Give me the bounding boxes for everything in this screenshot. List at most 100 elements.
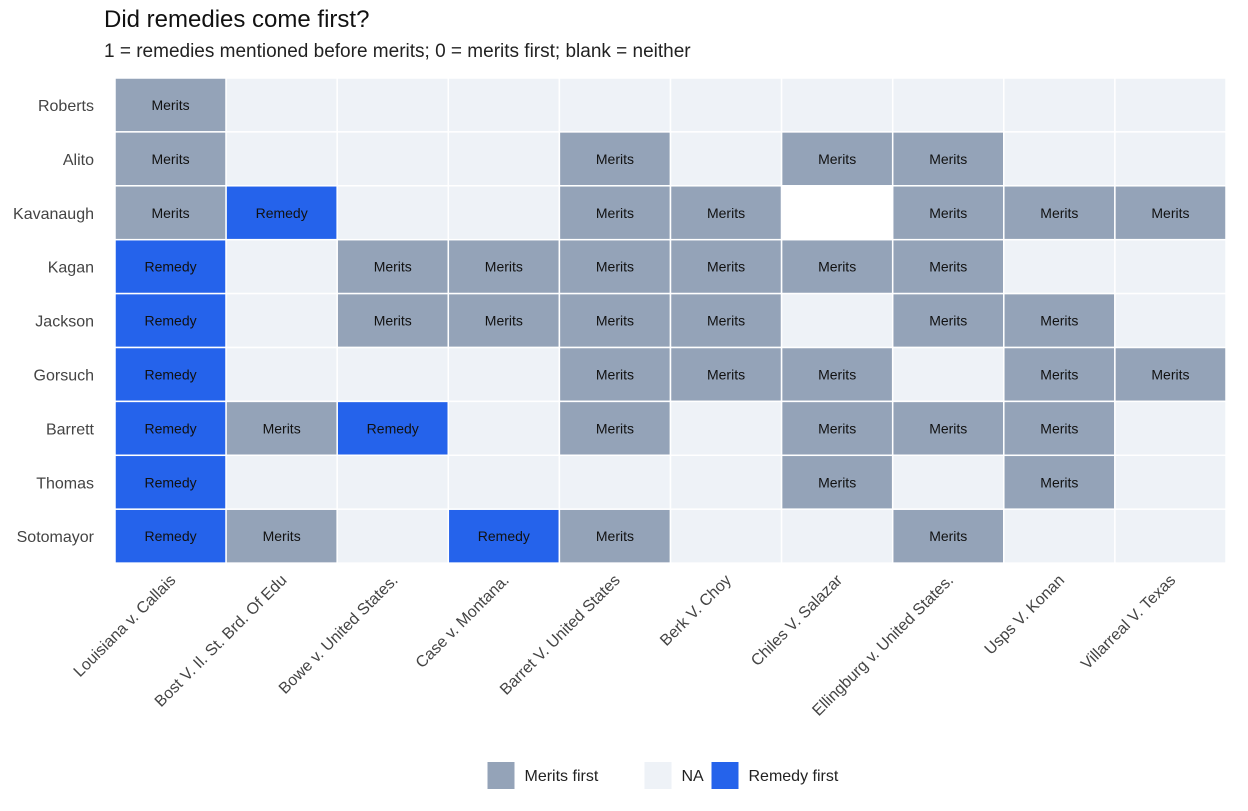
cell-label: Merits [1040, 205, 1078, 221]
cell-label: Merits [151, 97, 189, 113]
heatmap-cell [336, 454, 450, 510]
heatmap-cell [558, 292, 672, 349]
heatmap-cell [780, 400, 894, 457]
cell-label: Merits [151, 205, 189, 221]
heatmap-cell [1114, 292, 1227, 349]
cell-label: Merits [1040, 420, 1078, 436]
x-tick-label: Berk V. Choy [657, 572, 735, 650]
y-tick-label: Roberts [38, 98, 94, 115]
cell-label: Merits [929, 205, 967, 221]
heatmap-cell [558, 185, 672, 241]
y-tick-label: Sotomayor [17, 529, 95, 546]
heatmap-cell [891, 238, 1005, 295]
y-tick-label: Gorsuch [34, 367, 94, 384]
cell-label: Remedy [367, 420, 419, 436]
cell-label: Merits [929, 420, 967, 436]
heatmap-cell [558, 454, 672, 510]
heatmap-cell [780, 292, 894, 349]
cell-label: Remedy [256, 205, 308, 221]
heatmap-cell [558, 77, 672, 133]
heatmap-cell [336, 346, 450, 403]
cell-label: Merits [818, 259, 856, 275]
heatmap-cell [447, 508, 561, 564]
cell-label: Merits [1040, 313, 1078, 329]
cell-label: Merits [929, 313, 967, 329]
heatmap-cell [336, 77, 450, 133]
heatmap-cell [336, 185, 450, 241]
cell-label: Merits [485, 259, 523, 275]
cell-label: Merits [374, 259, 412, 275]
heatmap-cell [336, 131, 450, 187]
cell-label: Merits [596, 259, 634, 275]
cell-label: Merits [374, 313, 412, 329]
heatmap-cell [669, 400, 783, 457]
cell-label: Merits [707, 313, 745, 329]
heatmap-cell [1003, 77, 1116, 133]
cell-label: Remedy [478, 528, 530, 544]
chart-subtitle: 1 = remedies mentioned before merits; 0 … [104, 41, 691, 62]
heatmap-cell [1003, 238, 1116, 295]
heatmap-cell [447, 292, 561, 349]
heatmap-cell [669, 454, 783, 510]
legend-swatch [711, 762, 739, 789]
heatmap-cell [780, 508, 894, 564]
cell-label: Merits [929, 259, 967, 275]
heatmap-cell [1114, 77, 1227, 133]
x-tick-label: Bost V. Il. St. Brd. Of Edu [152, 572, 291, 711]
cell-label: Merits [263, 528, 301, 544]
heatmap-cell [225, 508, 338, 564]
heatmap-cell [669, 238, 783, 295]
heatmap-cell [114, 400, 227, 457]
heatmap-cell [447, 185, 561, 241]
heatmap-cell [891, 77, 1005, 133]
y-tick-label: Barrett [46, 421, 95, 438]
heatmap-cell [225, 400, 338, 457]
heatmap-cell [336, 508, 450, 564]
x-tick-label: Louisiana v. Callais [71, 572, 180, 681]
cell-label: Merits [707, 366, 745, 382]
heatmap-cell [669, 346, 783, 403]
x-tick-label: Villarreal V. Texas [1078, 572, 1179, 673]
heatmap-cell [669, 77, 783, 133]
heatmap-cell [1003, 508, 1116, 564]
cell-label: Remedy [144, 313, 196, 329]
legend-swatch [487, 762, 515, 789]
heatmap-cell [891, 185, 1005, 241]
cell-label: Merits [707, 259, 745, 275]
heatmap-cell [447, 77, 561, 133]
cell-label: Merits [596, 528, 634, 544]
heatmap-cell [336, 400, 450, 457]
cell-label: Remedy [144, 474, 196, 490]
cell-label: Merits [818, 474, 856, 490]
legend-swatch [644, 762, 672, 789]
heatmap-cell [225, 454, 338, 510]
cell-label: Merits [596, 151, 634, 167]
heatmap-cell [225, 346, 338, 403]
heatmap-cell [225, 185, 338, 241]
x-tick-label: Bowe v. United States. [276, 572, 402, 698]
heatmap-cell [1114, 346, 1227, 403]
cell-label: Merits [1151, 205, 1189, 221]
cell-label: Merits [818, 151, 856, 167]
cell-label: Remedy [144, 420, 196, 436]
cell-label: Merits [929, 151, 967, 167]
heatmap-cell [1114, 185, 1227, 241]
cell-label: Merits [818, 366, 856, 382]
y-tick-label: Thomas [36, 475, 94, 492]
y-tick-label: Alito [63, 152, 94, 169]
cell-label: Merits [596, 313, 634, 329]
cell-label: Merits [263, 420, 301, 436]
legend-label: Merits first [525, 768, 599, 785]
heatmap-cell [447, 346, 561, 403]
heatmap-cell [780, 185, 894, 241]
heatmap-cell [780, 77, 894, 133]
legend-label: NA [682, 768, 705, 785]
cell-label: Merits [929, 528, 967, 544]
heatmap-cell [891, 454, 1005, 510]
cell-label: Merits [1151, 366, 1189, 382]
heatmap-cell [225, 238, 338, 295]
heatmap-cell [225, 77, 338, 133]
cell-label: Merits [596, 366, 634, 382]
heatmap-cell [114, 292, 227, 349]
